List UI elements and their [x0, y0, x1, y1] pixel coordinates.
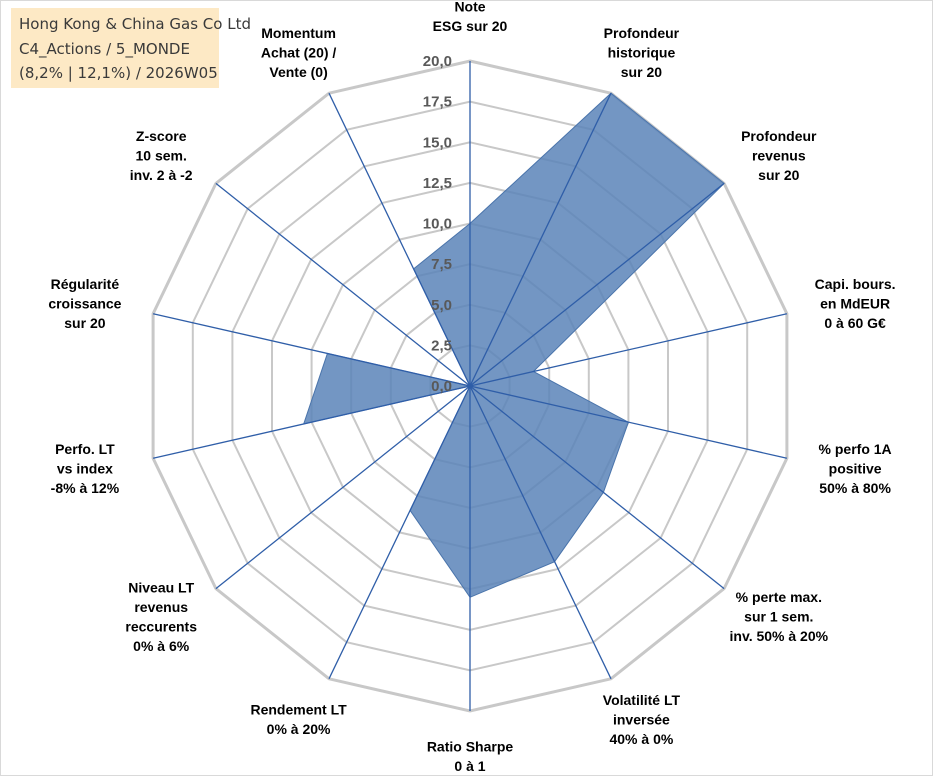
axis-label: Volatilité LT: [603, 692, 681, 708]
r-tick-label: 17,5: [423, 94, 452, 111]
axis-label: revenus: [752, 147, 806, 163]
axis-label: Momentum: [261, 25, 336, 41]
axis-label: Profondeur: [604, 25, 680, 41]
axis-label: Z-score: [136, 128, 187, 144]
axis-label: Rendement LT: [250, 702, 347, 718]
axis-label: Achat (20) /: [261, 45, 337, 61]
axis-label: Perfo. LT: [55, 441, 115, 457]
axis-label: 50% à 80%: [819, 480, 891, 496]
axis-label: ESG sur 20: [433, 18, 508, 34]
axis-label: Vente (0): [269, 64, 327, 80]
axis-label: revenus: [134, 599, 188, 615]
axis-label: % perte max.: [736, 589, 822, 605]
axis-spoke: [469, 385, 725, 590]
axis-label: Profondeur: [741, 128, 817, 144]
axis-label: Note: [454, 1, 485, 14]
axis-label: 0% à 6%: [133, 638, 190, 654]
r-tick-label: 10,0: [423, 216, 452, 233]
r-tick-label: 20,0: [423, 53, 452, 70]
r-tick-label: 7,5: [431, 256, 452, 273]
axis-label: 0% à 20%: [267, 721, 331, 737]
axis-spoke: [328, 92, 471, 387]
axis-label: Niveau LT: [128, 579, 194, 595]
axis-spoke: [152, 313, 471, 387]
axis-label: 0 à 1: [454, 758, 485, 774]
axis-label: positive: [829, 460, 882, 476]
axis-label: inversée: [613, 711, 670, 727]
chart-subtitle-period: (8,2% | 12,1%) / 2026W05: [19, 64, 218, 82]
axis-label: vs index: [57, 460, 113, 476]
r-tick-label: 2,5: [431, 337, 452, 354]
r-tick-label: 12,5: [423, 175, 452, 192]
axis-label: inv. 50% à 20%: [730, 628, 829, 644]
axis-label: sur 20: [621, 64, 662, 80]
axis-label: croissance: [48, 296, 121, 312]
chart-title-box: Hong Kong & China Gas Co Ltd C4_Actions …: [11, 8, 251, 88]
r-tick-label: 15,0: [423, 134, 452, 151]
axis-spoke: [469, 313, 788, 387]
axis-spoke: [215, 385, 471, 590]
axis-label: 0 à 60 G€: [824, 315, 886, 331]
axis-label: reccurents: [125, 618, 197, 634]
chart-title: Hong Kong & China Gas Co Ltd: [19, 15, 251, 33]
axis-label: Ratio Sharpe: [427, 738, 514, 754]
axis-spoke: [469, 385, 612, 680]
axis-spoke: [215, 182, 471, 387]
axis-label: % perfo 1A: [819, 441, 892, 457]
axis-spoke: [469, 92, 612, 387]
axis-label: 40% à 0%: [609, 731, 673, 747]
r-tick-label: 5,0: [431, 297, 452, 314]
axis-label: Régularité: [51, 276, 120, 292]
axis-label: en MdEUR: [820, 296, 890, 312]
axis-label: historique: [608, 45, 676, 61]
axis-label: 10 sem.: [136, 147, 187, 163]
axis-label: sur 20: [64, 315, 105, 331]
r-tick-label: 0,0: [431, 378, 452, 395]
axis-spoke: [152, 385, 471, 459]
chart-subtitle-portfolio: C4_Actions / 5_MONDE: [19, 40, 190, 58]
axis-label: Capi. bours.: [815, 276, 896, 292]
series-area: [302, 92, 725, 598]
axis-label: -8% à 12%: [51, 480, 120, 496]
axis-spoke: [469, 385, 788, 459]
axis-spoke: [328, 385, 471, 680]
axis-spoke: [469, 182, 725, 387]
axis-label: sur 1 sem.: [744, 609, 813, 625]
axis-label: inv. 2 à -2: [130, 167, 193, 183]
axis-label: sur 20: [758, 167, 799, 183]
